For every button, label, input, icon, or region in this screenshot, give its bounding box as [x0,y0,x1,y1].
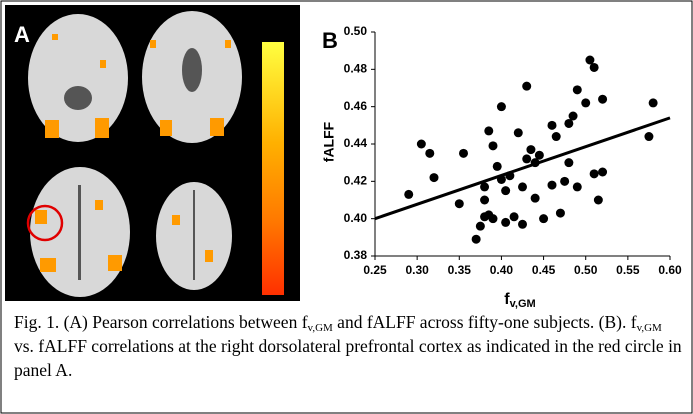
figure: A cc 1 0 B fALFF fv,GM 0.38 0.40 0.42 0.44 0… [0,0,693,414]
data-point [581,98,590,107]
data-point [535,151,544,160]
data-point [539,214,548,223]
data-point [531,194,540,203]
data-point [594,196,603,205]
y-tick-label: 0.50 [344,24,368,38]
x-tick-label: 0.45 [532,263,556,277]
data-point [501,218,510,227]
y-tick-label: 0.48 [344,62,368,76]
data-point [459,149,468,158]
caption-text: Fig. 1. (A) Pearson correlations between… [14,312,308,332]
y-tick-label: 0.38 [344,248,368,262]
data-point [510,212,519,221]
data-point [569,112,578,121]
panel-label: A [14,22,30,47]
data-point [425,149,434,158]
data-point [564,158,573,167]
y-axis-label: fALFF [321,121,337,162]
data-point [548,121,557,130]
y-tick-label: 0.44 [344,136,368,150]
data-point [501,186,510,195]
x-label-sub: v,GM [510,298,536,310]
data-point [598,168,607,177]
data-point [476,222,485,231]
data-point [526,145,535,154]
data-point [522,82,531,91]
x-tick-label: 0.35 [448,263,472,277]
data-point [573,182,582,191]
data-point [497,102,506,111]
data-point [590,169,599,178]
data-point [417,140,426,149]
data-point [556,209,565,218]
colorbar [262,42,284,295]
data-point [552,132,561,141]
data-point [644,132,653,141]
x-tick-label: 0.50 [574,263,598,277]
colorbar-title: cc [263,19,283,39]
x-tick-label: 0.25 [363,263,387,277]
x-tick-label: 0.60 [658,263,682,277]
caption-sub: v,GM [637,322,662,334]
data-point [590,63,599,72]
data-point [518,182,527,191]
data-point [598,95,607,104]
data-point [573,85,582,94]
data-point [430,173,439,182]
data-point [472,235,481,244]
data-point [404,190,413,199]
x-tick-label: 0.55 [616,263,640,277]
data-point [489,214,498,223]
caption-text: and fALFF across fifty-one subjects. (B)… [333,312,637,332]
caption-text: vs. fALFF correlations at the right dors… [14,336,682,380]
data-point [514,128,523,137]
y-tick-label: 0.40 [344,211,368,225]
data-point [560,177,569,186]
data-point [649,98,658,107]
data-point [518,220,527,229]
data-point [522,154,531,163]
colorbar-max: 1 [288,49,298,69]
data-point [489,141,498,150]
x-tick-label: 0.30 [405,263,429,277]
y-tick-label: 0.46 [344,99,368,113]
data-point [480,196,489,205]
x-axis-label: fv,GM [504,291,535,310]
data-point [493,162,502,171]
caption-sub: v,GM [308,322,333,334]
colorbar-min: 0 [288,277,298,297]
data-point [548,181,557,190]
data-point [484,126,493,135]
panel-label: B [322,28,338,53]
y-tick-label: 0.42 [344,174,368,188]
data-point [455,199,464,208]
caption: Fig. 1. (A) Pearson correlations between… [14,310,682,382]
x-tick-label: 0.40 [490,263,514,277]
